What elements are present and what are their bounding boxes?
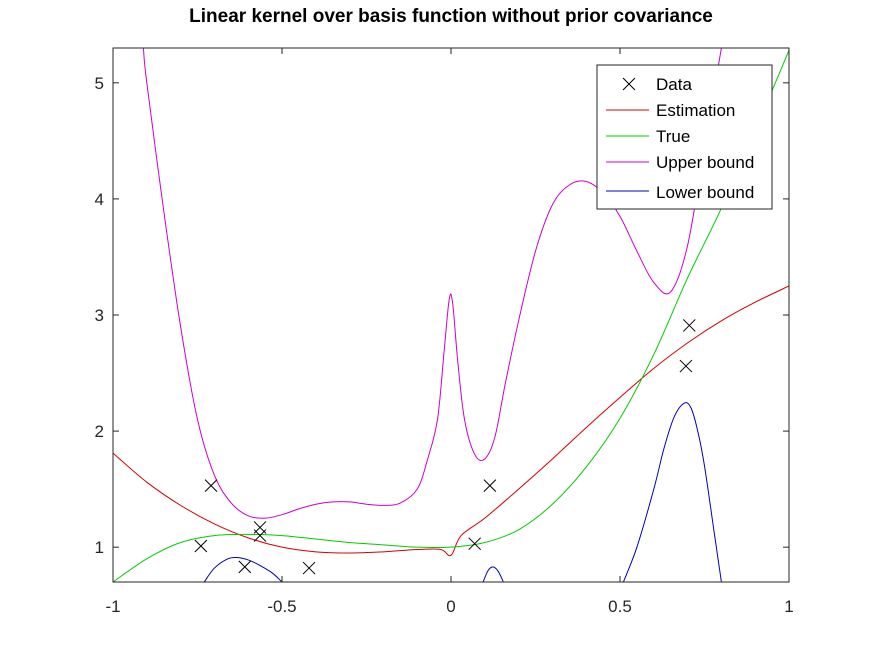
legend: Data Estimation True Upper bound Lower b… (596, 64, 773, 210)
legend-item-data: Data (622, 75, 692, 94)
data-point-marker (204, 479, 218, 493)
series-line-lower-bound-segment-3 (622, 402, 722, 582)
x-tick-label: 0.5 (608, 597, 632, 616)
legend-label-true: True (656, 127, 690, 146)
chart-title: Linear kernel over basis function withou… (189, 6, 713, 27)
data-point-marker (483, 479, 497, 493)
legend-label-upper-bound: Upper bound (656, 153, 754, 172)
data-points-layer (194, 319, 696, 575)
x-tick-label: -0.5 (267, 597, 296, 616)
y-tick-label: 3 (95, 306, 104, 325)
series-line-true (113, 50, 789, 582)
legend-item-true: True (606, 127, 690, 146)
legend-label-lower-bound: Lower bound (656, 183, 754, 202)
legend-box (596, 64, 773, 210)
x-tick-label: 1 (784, 597, 793, 616)
series-line-lower-bound-segment-1 (203, 556, 283, 582)
series-layer (113, 48, 789, 582)
legend-label-data: Data (656, 75, 692, 94)
x-tick-label: 0 (446, 597, 455, 616)
legend-item-upper-bound: Upper bound (606, 153, 754, 172)
series-line-lower-bound-segment-2 (482, 566, 504, 582)
y-tick-label: 5 (95, 74, 104, 93)
data-point-marker (682, 319, 696, 332)
data-point-marker (238, 560, 252, 574)
y-tick-label: 4 (95, 190, 104, 209)
data-point-marker (679, 359, 693, 373)
data-point-marker (194, 539, 208, 553)
data-point-marker (302, 561, 316, 575)
y-tick-label: 1 (95, 538, 104, 557)
legend-x-marker (622, 77, 636, 91)
legend-item-lower-bound: Lower bound (606, 183, 754, 202)
y-tick-label: 2 (95, 422, 104, 441)
ticks-layer: -1 -0.5 0 0.5 1 1 2 3 4 5 (95, 48, 794, 616)
x-tick-label: -1 (105, 597, 120, 616)
data-point-marker (253, 529, 267, 542)
legend-item-estimation: Estimation (606, 101, 735, 120)
legend-label-estimation: Estimation (656, 101, 735, 120)
data-point-marker (468, 537, 482, 551)
